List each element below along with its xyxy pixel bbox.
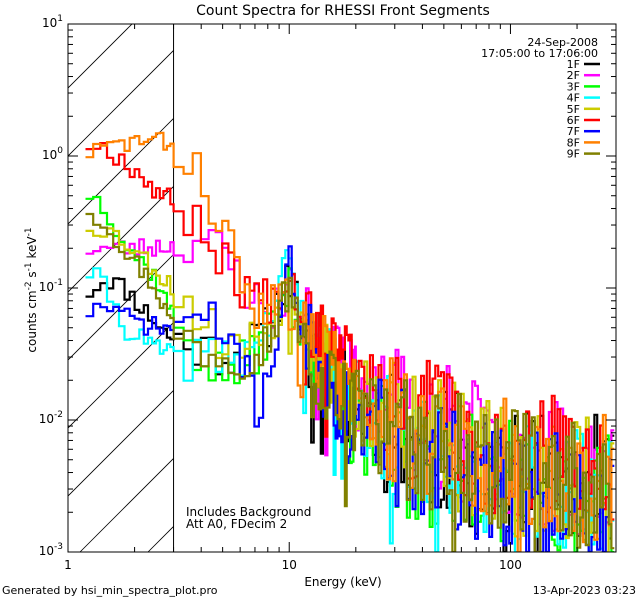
hatch-line [68,49,174,157]
x-tick-label: 10 [282,558,297,572]
series-9F [85,212,615,552]
legend-label-2F: 2F [567,69,580,82]
excluded-region-hatch [68,0,640,552]
legend-label-3F: 3F [567,80,580,93]
legend-label-9F: 9F [567,148,580,161]
series-8F [85,131,615,552]
legend-label-8F: 8F [567,136,580,149]
y-tick-label: 100 [42,146,63,162]
series-7F [85,245,615,552]
y-axis-label: counts cm-2 s-1 keV-1 [24,227,39,352]
date-stamp-footer: 13-Apr-2023 03:23 [533,584,636,597]
hatch-line [79,457,174,552]
annotation-attenuator: Att A0, FDecim 2 [186,517,287,531]
y-tick-label: 101 [42,14,63,30]
hatch-line [68,389,174,497]
legend-label-4F: 4F [567,92,580,105]
x-axis-label: Energy (keV) [304,575,381,589]
legend-label-6F: 6F [567,114,580,127]
x-tick-label: 1 [64,558,72,572]
legend-label-1F: 1F [567,58,580,71]
hatch-line [68,24,133,89]
chart-title: Count Spectra for RHESSI Front Segments [196,3,490,19]
observation-date: 24-Sep-2008 [527,36,598,49]
observation-time-range: 17:05:00 to 17:06:00 [481,47,598,60]
axis-ticks: 1 10 100 10-3 10-2 10-1 100 101 [39,14,617,572]
annotation-background: Includes Background [186,505,311,519]
series-layer [85,131,615,552]
hatch-line [68,185,174,293]
hatch-line [68,321,174,429]
y-tick-label: 10-2 [39,410,63,426]
hatch-line [624,0,640,552]
y-tick-label: 10-1 [39,278,63,294]
generated-by-footer: Generated by hsi_min_spectra_plot.pro [2,584,218,597]
legend-label-5F: 5F [567,103,580,116]
x-tick-label: 100 [499,558,522,572]
y-tick-label: 10-3 [39,542,63,558]
legend-label-7F: 7F [567,125,580,138]
